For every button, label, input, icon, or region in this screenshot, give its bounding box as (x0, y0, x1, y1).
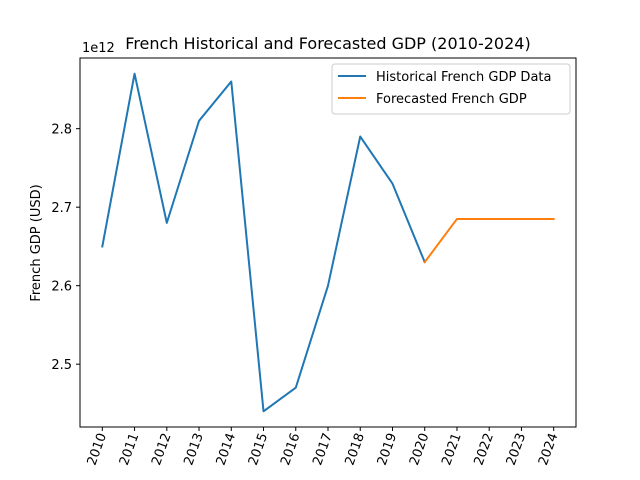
x-tick-label: 2023 (504, 431, 529, 467)
legend-label: Historical French GDP Data (376, 70, 551, 85)
y-axis-offset-label: 1e12 (82, 41, 115, 56)
legend-box (331, 63, 571, 115)
chart-title: French Historical and Forecasted GDP (20… (125, 34, 530, 53)
x-tick-label: 2021 (439, 431, 464, 467)
x-tick-label: 2018 (343, 431, 368, 467)
y-tick-label: 2.7 (51, 201, 72, 216)
x-tick-label: 2011 (117, 431, 142, 467)
x-axis: 2010 2011 2012 2013 2014 2015 2016 2017 2018 2019… (85, 427, 561, 467)
x-tick-label: 2012 (149, 431, 174, 467)
series-line-0 (101, 72, 427, 413)
y-axis: 2.5 2.6 2.7 2.8 (51, 123, 80, 373)
y-tick-label: 2.8 (51, 123, 72, 138)
x-tick-label: 2013 (181, 431, 206, 467)
x-tick-label: 2010 (85, 431, 110, 467)
x-tick-label: 2020 (407, 431, 432, 467)
y-axis-label: French GDP (USD) (29, 184, 44, 301)
legend-label: Forecasted French GDP (376, 92, 527, 107)
y-tick-label: 2.5 (51, 358, 72, 373)
plot-area (101, 72, 555, 413)
legend: Historical French GDP Data Forecasted Fre… (331, 63, 571, 115)
x-tick-label: 2024 (536, 431, 561, 467)
y-tick-label: 2.6 (51, 280, 72, 295)
x-tick-label: 2014 (214, 431, 239, 467)
x-tick-label: 2019 (375, 431, 400, 467)
series-line-1 (423, 217, 555, 264)
x-tick-label: 2017 (310, 431, 335, 467)
x-tick-label: 2016 (278, 431, 303, 467)
x-tick-label: 2015 (246, 431, 271, 467)
x-tick-label: 2022 (472, 431, 497, 467)
